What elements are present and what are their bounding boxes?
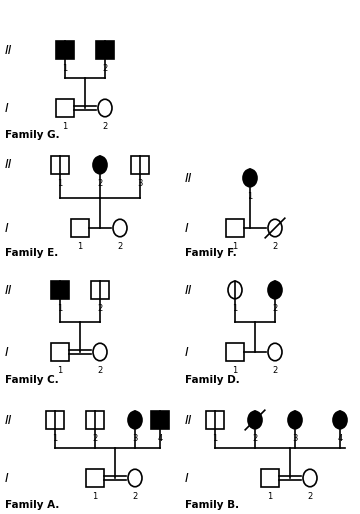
Text: 2: 2 (102, 64, 108, 73)
Text: I: I (5, 345, 9, 358)
Text: 2: 2 (102, 122, 108, 131)
Bar (96, 41, 114, 59)
Bar (86, 469, 104, 487)
Bar (51, 156, 69, 174)
Text: 1: 1 (212, 434, 218, 443)
Text: 1: 1 (77, 242, 83, 251)
Text: 1: 1 (57, 304, 63, 313)
Bar (71, 219, 89, 237)
Text: 1: 1 (52, 434, 58, 443)
Bar (226, 219, 244, 237)
Text: 1: 1 (247, 192, 253, 201)
Text: I: I (5, 222, 9, 234)
Ellipse shape (268, 219, 282, 237)
Text: II: II (185, 172, 193, 185)
Text: 4: 4 (337, 434, 343, 443)
Text: Family D.: Family D. (185, 375, 240, 385)
Ellipse shape (228, 281, 242, 299)
Text: 2: 2 (273, 366, 278, 375)
Text: Family B.: Family B. (185, 500, 239, 510)
Text: 2: 2 (273, 304, 278, 313)
Text: Family F.: Family F. (185, 248, 237, 258)
Text: 1: 1 (93, 492, 98, 501)
Text: I: I (185, 471, 189, 485)
Bar (261, 469, 279, 487)
Ellipse shape (113, 219, 127, 237)
Text: Family A.: Family A. (5, 500, 59, 510)
Ellipse shape (243, 169, 257, 187)
Text: II: II (5, 284, 13, 297)
Bar (151, 411, 169, 429)
Text: Family E.: Family E. (5, 248, 58, 258)
Ellipse shape (303, 469, 317, 487)
Text: 2: 2 (93, 434, 98, 443)
Text: 2: 2 (273, 242, 278, 251)
Text: II: II (185, 413, 193, 427)
Bar (206, 411, 224, 429)
Text: 1: 1 (57, 179, 63, 188)
Text: 3: 3 (292, 434, 298, 443)
Ellipse shape (98, 99, 112, 117)
Ellipse shape (93, 156, 107, 174)
Text: 2: 2 (132, 492, 138, 501)
Ellipse shape (288, 411, 302, 429)
Ellipse shape (248, 411, 262, 429)
Text: 1: 1 (232, 242, 238, 251)
Text: II: II (185, 284, 193, 297)
Bar (226, 343, 244, 361)
Text: 4: 4 (157, 434, 163, 443)
Text: 2: 2 (97, 304, 103, 313)
Text: Family C.: Family C. (5, 375, 59, 385)
Text: I: I (5, 471, 9, 485)
Bar (131, 156, 149, 174)
Bar (51, 281, 69, 299)
Text: 2: 2 (117, 242, 123, 251)
Text: 3: 3 (137, 179, 143, 188)
Text: II: II (5, 44, 13, 57)
Bar (46, 411, 64, 429)
Text: 1: 1 (57, 366, 63, 375)
Text: I: I (5, 101, 9, 115)
Text: 2: 2 (252, 434, 258, 443)
Text: 2: 2 (97, 179, 103, 188)
Text: 1: 1 (62, 122, 68, 131)
Text: 2: 2 (97, 366, 103, 375)
Bar (91, 281, 109, 299)
Text: 1: 1 (267, 492, 273, 501)
Text: I: I (185, 345, 189, 358)
Bar (56, 41, 74, 59)
Bar (56, 99, 74, 117)
Text: 1: 1 (232, 366, 238, 375)
Text: II: II (5, 158, 13, 172)
Ellipse shape (128, 411, 142, 429)
Ellipse shape (93, 343, 107, 361)
Text: I: I (185, 222, 189, 234)
Text: 1: 1 (62, 64, 68, 73)
Text: II: II (5, 413, 13, 427)
Ellipse shape (268, 281, 282, 299)
Bar (86, 411, 104, 429)
Ellipse shape (128, 469, 142, 487)
Text: Family G.: Family G. (5, 130, 60, 140)
Text: 2: 2 (307, 492, 312, 501)
Ellipse shape (333, 411, 347, 429)
Bar (51, 343, 69, 361)
Ellipse shape (268, 343, 282, 361)
Text: 3: 3 (132, 434, 138, 443)
Text: 1: 1 (232, 304, 238, 313)
